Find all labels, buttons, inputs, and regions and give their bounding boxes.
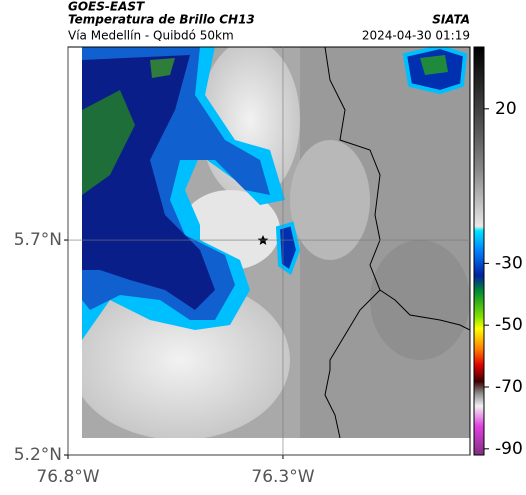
graticule: 76.8°W 76.3°W 5.2°N 5.7°N	[14, 47, 470, 487]
colorbar-tick-label: -30	[495, 253, 523, 273]
satellite-image	[68, 47, 470, 455]
colorbar-ticks: 20 -30 -50 -70 -90	[484, 99, 523, 459]
lon-tick-label: 76.8°W	[36, 467, 99, 487]
colorbar-tick-label: -70	[495, 377, 523, 397]
colorbar-tick-label: -90	[495, 439, 523, 459]
subtitle: Temperatura de Brillo CH13	[68, 13, 255, 27]
route: Vía Medellín - Quibdó 50km	[68, 29, 234, 43]
lon-tick-label: 76.3°W	[251, 467, 314, 487]
source: SIATA	[432, 13, 470, 27]
lat-tick-label: 5.7°N	[14, 230, 62, 250]
colorbar-tick-label: -50	[495, 315, 523, 335]
title: GOES-EAST	[68, 0, 145, 14]
datetime: 2024-04-30 01:19	[362, 29, 470, 43]
colorbar-tick-label: 20	[495, 99, 517, 119]
colorbar	[473, 46, 485, 456]
lat-tick-label: 5.2°N	[14, 445, 62, 465]
